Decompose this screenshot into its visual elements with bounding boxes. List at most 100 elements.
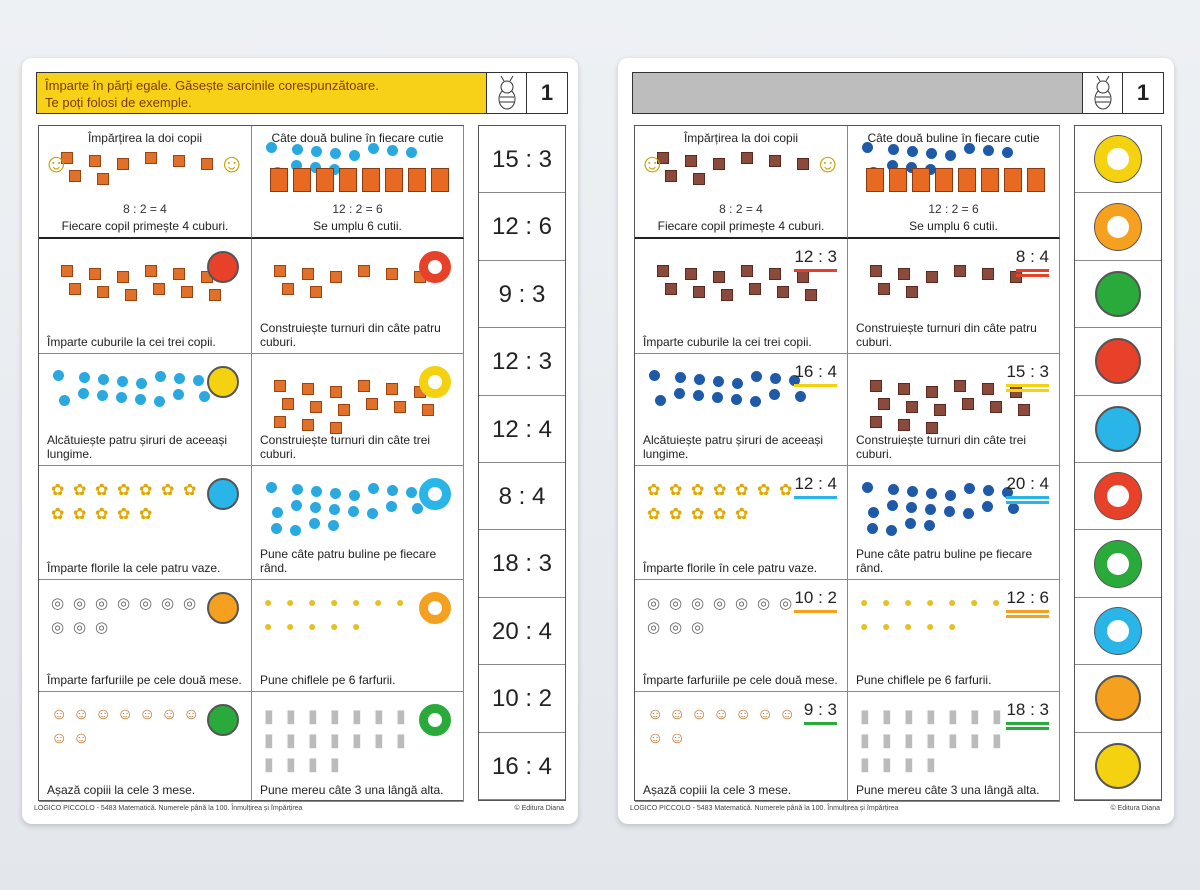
answer-tile[interactable]: 15 : 3 xyxy=(479,126,565,194)
boy-icon: ☺ xyxy=(814,148,841,178)
dot-icon xyxy=(174,373,185,384)
dot-icon xyxy=(770,373,781,384)
example-cell: Câte două buline în fiecare cutie 12 : 2 … xyxy=(252,126,464,239)
color-circle-icon xyxy=(1095,742,1141,789)
color-tile[interactable] xyxy=(1075,598,1161,666)
dot-icon xyxy=(329,504,340,515)
task-cell: ☺ ☺ ☺ ☺ ☺ ☺ ☺ ☺ ☺ 9 : 3 Așază copiii la cele 3 mes… xyxy=(635,692,848,802)
color-tile[interactable] xyxy=(1075,126,1161,194)
dot-icon xyxy=(867,523,878,534)
card-header: Împarte în părți egale. Găsește sarcinil… xyxy=(36,72,568,114)
child-icon: ☺ xyxy=(647,730,664,747)
bun-icon: ● xyxy=(904,618,913,634)
block-icon: ▮ xyxy=(882,730,892,750)
division-text: 8 : 4 xyxy=(1015,247,1049,266)
flower-icon: ✿ xyxy=(95,506,109,523)
plate-icon: ◎ xyxy=(757,595,771,612)
block-icon: ▮ xyxy=(286,730,296,750)
cube-icon xyxy=(898,383,910,395)
dot-icon xyxy=(311,146,322,157)
flower-icon: ✿ xyxy=(713,482,727,499)
flower-icon: ✿ xyxy=(51,482,65,499)
answer-tile[interactable]: 12 : 3 xyxy=(479,328,565,396)
dot-icon xyxy=(330,148,341,159)
block-icon: ▮ xyxy=(374,706,384,726)
dot-icon xyxy=(675,372,686,383)
dot-icon xyxy=(862,482,873,493)
block-icon: ▮ xyxy=(926,706,936,726)
color-tile[interactable] xyxy=(1075,261,1161,329)
color-tile[interactable] xyxy=(1075,328,1161,396)
child-icon: ☺ xyxy=(183,706,200,723)
dot-icon xyxy=(926,148,937,159)
task-cell: Împarte cuburile la cei trei copii. xyxy=(39,239,252,354)
cube-icon xyxy=(769,155,781,167)
plate-icon: ◎ xyxy=(95,595,109,612)
color-tile[interactable] xyxy=(1075,193,1161,261)
task-cell: 15 : 3 Construiește turnuri din câte trei… xyxy=(848,354,1060,466)
task-cell: ● ● ● ● ● ● ● ● ● ● ● ● 12 : 6 Pune chiflele pe 6 far… xyxy=(848,580,1060,692)
task-cell: ▮ ▮ ▮ ▮ ▮ ▮ ▮ ▮ ▮ ▮ ▮ ▮ ▮ ▮ ▮ ▮ ▮ ▮ Pune mereu câte 3 una … xyxy=(252,692,464,802)
color-ring-icon xyxy=(419,478,451,510)
block-icon: ▮ xyxy=(948,730,958,750)
color-underline xyxy=(1006,389,1049,392)
cube-icon xyxy=(97,286,109,298)
cube-icon xyxy=(741,265,753,277)
task-cell: 20 : 4 Pune câte patru buline pe fiecare … xyxy=(848,466,1060,580)
answer-tile[interactable]: 9 : 3 xyxy=(479,261,565,329)
division-text: 10 : 2 xyxy=(794,588,837,607)
box-icon xyxy=(981,168,999,192)
color-tile[interactable] xyxy=(1075,530,1161,598)
plate-icon: ◎ xyxy=(691,595,705,612)
cube-icon xyxy=(282,283,294,295)
task-grid: Împărțirea la doi copii 8 : 2 = 4 Fiecare … xyxy=(38,125,464,802)
flower-icon: ✿ xyxy=(117,482,131,499)
dot-icon xyxy=(199,391,210,402)
block-icon: ▮ xyxy=(330,730,340,750)
dot-icon xyxy=(693,390,704,401)
dot-icon xyxy=(789,375,800,386)
box-icon xyxy=(866,168,884,192)
flower-icon: ✿ xyxy=(647,482,661,499)
cube-icon xyxy=(330,422,342,434)
color-tile[interactable] xyxy=(1075,396,1161,463)
color-underline xyxy=(1006,501,1049,504)
bun-icon: ● xyxy=(264,618,273,634)
boy-icon: ☺ xyxy=(218,148,245,178)
answer-tile[interactable]: 16 : 4 xyxy=(479,733,565,800)
cube-icon xyxy=(906,401,918,413)
flower-icon: ✿ xyxy=(713,506,727,523)
color-tile[interactable] xyxy=(1075,733,1161,800)
answer-tile[interactable]: 12 : 4 xyxy=(479,396,565,463)
flower-icon: ✿ xyxy=(73,506,87,523)
answer-tile[interactable]: 18 : 3 xyxy=(479,530,565,598)
cube-icon xyxy=(878,283,890,295)
dot-icon xyxy=(291,500,302,511)
answer-tile[interactable]: 8 : 4 xyxy=(479,463,565,531)
dot-icon xyxy=(795,391,806,402)
color-tile[interactable] xyxy=(1075,665,1161,733)
cube-icon xyxy=(89,155,101,167)
answer-tile[interactable]: 12 : 6 xyxy=(479,193,565,261)
dot-icon xyxy=(982,501,993,512)
example-cell: Împărțirea la doi copii 8 : 2 = 4 Fiecare … xyxy=(39,126,252,239)
block-icon: ▮ xyxy=(970,706,980,726)
cube-icon xyxy=(926,422,938,434)
block-icon: ▮ xyxy=(374,730,384,750)
block-icon: ▮ xyxy=(308,730,318,750)
task-caption: Împarte florile în cele patru vaze. xyxy=(643,561,818,575)
dot-icon xyxy=(349,150,360,161)
example-caption: Se umplu 6 cutii. xyxy=(909,219,998,233)
dot-icon xyxy=(368,143,379,154)
cube-icon xyxy=(310,286,322,298)
answer-tile[interactable]: 10 : 2 xyxy=(479,665,565,733)
color-tile[interactable] xyxy=(1075,463,1161,531)
answer-tile[interactable]: 20 : 4 xyxy=(479,598,565,666)
bun-icon: ● xyxy=(330,618,339,634)
color-underline xyxy=(1015,269,1049,272)
footer-right: © Editura Diana xyxy=(1110,805,1160,812)
color-underline xyxy=(794,384,837,387)
cube-icon xyxy=(310,401,322,413)
cube-icon xyxy=(366,398,378,410)
